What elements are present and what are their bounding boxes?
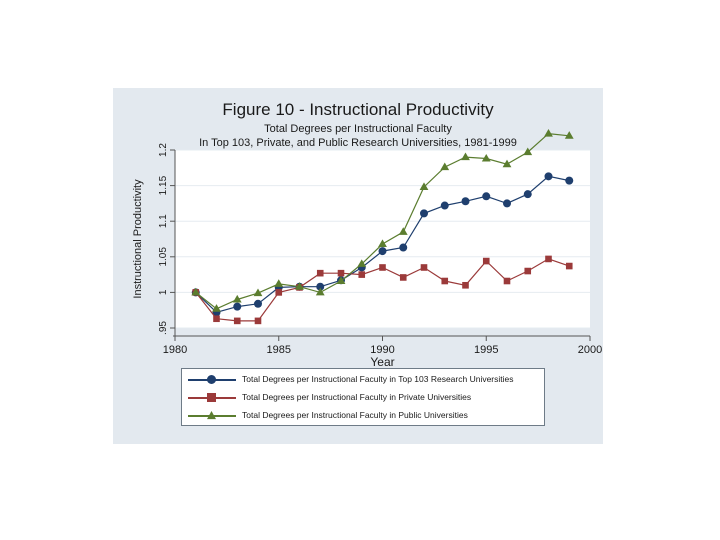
y-tick-label: 1.1 — [158, 214, 169, 228]
data-point-triangle — [274, 279, 284, 287]
data-point-triangle — [419, 182, 429, 191]
figure-title: Figure 10 - Instructional Productivity — [222, 100, 494, 119]
data-point-triangle — [315, 287, 325, 296]
y-tick-label: 1.05 — [158, 247, 169, 267]
y-axis-label: Instructional Productivity — [132, 179, 144, 299]
plot-area — [175, 150, 590, 328]
data-point-square — [254, 317, 262, 325]
data-point-square — [420, 264, 428, 271]
data-point-square — [545, 255, 552, 263]
data-point-triangle — [232, 294, 242, 303]
legend-item-private: Total Degrees per Instructional Faculty … — [182, 390, 544, 406]
chart-legend: Total Degrees per Instructional Faculty … — [181, 368, 545, 426]
data-point-triangle — [502, 159, 512, 168]
data-point-triangle — [544, 129, 553, 137]
data-point-square — [358, 271, 366, 278]
data-point-triangle — [212, 304, 221, 312]
circle-marker-icon — [207, 375, 216, 384]
data-point-square — [316, 269, 324, 277]
y-tick-label: 1 — [158, 289, 169, 295]
data-point-circle — [523, 190, 532, 199]
x-tick-label: 1990 — [370, 344, 394, 356]
data-point-circle — [565, 176, 574, 185]
data-point-square — [337, 269, 345, 277]
data-point-circle — [316, 282, 325, 291]
legend-item-public: Total Degrees per Instructional Faculty … — [182, 408, 544, 424]
data-point-triangle — [253, 288, 263, 297]
legend-label-public: Total Degrees per Instructional Faculty … — [242, 410, 468, 420]
data-point-square — [213, 315, 220, 323]
figure-panel: Figure 10 - Instructional Productivity T… — [113, 88, 603, 444]
square-marker-icon — [207, 393, 216, 402]
data-point-square — [503, 277, 511, 285]
data-point-square — [482, 257, 490, 265]
data-point-triangle — [564, 131, 574, 139]
y-tick-label: 1.2 — [158, 143, 169, 157]
figure-subtitle-line1: Total Degrees per Instructional Faculty — [264, 123, 452, 135]
y-tick-label: 1.15 — [158, 175, 169, 195]
data-point-triangle — [191, 287, 201, 296]
data-point-circle — [461, 197, 470, 206]
data-point-square — [524, 267, 532, 275]
legend-label-private: Total Degrees per Instructional Faculty … — [242, 392, 472, 402]
y-tick-label: .95 — [158, 321, 169, 335]
data-point-triangle — [481, 153, 491, 162]
data-point-circle — [378, 247, 387, 256]
line-chart: .95 1 1.05 1.1 1.15 1.2 1980 1985 1990 1995 2000 Ye… — [132, 129, 602, 368]
data-point-square — [565, 262, 573, 270]
data-point-circle — [233, 302, 242, 311]
data-point-square — [233, 317, 241, 325]
data-point-circle — [482, 192, 491, 201]
data-point-circle — [420, 209, 428, 218]
legend-item-top103: Total Degrees per Instructional Faculty … — [182, 372, 544, 388]
data-point-triangle — [336, 276, 346, 285]
x-tick-label: 1985 — [267, 344, 291, 356]
x-tick-label: 1995 — [474, 344, 498, 356]
data-point-triangle — [378, 239, 387, 247]
data-point-triangle — [398, 227, 408, 235]
data-point-square — [441, 277, 449, 285]
data-point-circle — [503, 199, 511, 208]
data-point-square — [399, 274, 407, 281]
x-tick-label: 1980 — [163, 344, 187, 356]
data-point-circle — [544, 172, 553, 181]
data-point-circle — [399, 243, 408, 252]
data-point-triangle — [523, 147, 533, 156]
data-point-square — [379, 264, 386, 271]
data-point-triangle — [357, 259, 367, 267]
data-point-triangle — [295, 282, 304, 290]
data-point-square — [462, 281, 469, 289]
data-point-square — [275, 289, 283, 296]
data-point-circle — [440, 201, 449, 210]
data-point-triangle — [461, 152, 470, 161]
triangle-marker-icon — [207, 411, 216, 420]
x-axis-label: Year — [370, 355, 394, 368]
data-point-triangle — [440, 162, 450, 171]
legend-label-top103: Total Degrees per Instructional Faculty … — [242, 374, 514, 384]
figure-subtitle-line2: In Top 103, Private, and Public Research… — [199, 137, 517, 149]
data-point-circle — [254, 299, 262, 308]
x-tick-label: 2000 — [578, 344, 602, 356]
